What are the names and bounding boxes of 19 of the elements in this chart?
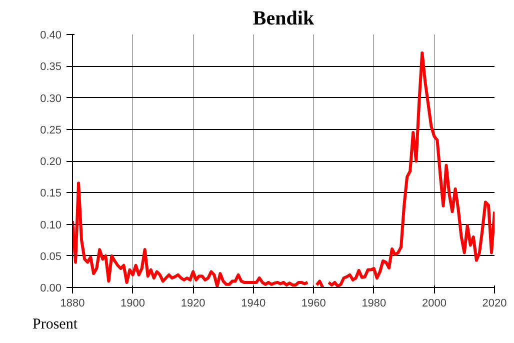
x-tick-label: 1980 — [362, 298, 386, 310]
y-tick-label: 0.05 — [40, 250, 62, 263]
x-tick-label: 1880 — [60, 298, 85, 310]
chart-title: Bendik — [252, 8, 315, 30]
y-tick-label: 0.25 — [40, 124, 62, 136]
x-tick-label: 2020 — [482, 298, 507, 310]
y-tick-label: 0.10 — [40, 219, 62, 232]
x-tick-label: 1940 — [241, 298, 266, 310]
text: Prosent — [32, 316, 78, 332]
x-tick-label: 2000 — [422, 298, 446, 310]
y-tick-label: 0.00 — [40, 282, 62, 294]
y-tick-label: 0.35 — [40, 61, 62, 74]
y-tick-label: 0.40 — [40, 30, 62, 42]
y-tick-label: 0.20 — [40, 156, 62, 168]
x-tick-label: 1920 — [180, 298, 206, 310]
x-tick-label: 1960 — [301, 298, 326, 310]
x-tick-label: 1900 — [120, 298, 146, 310]
y-tick-label: 0.30 — [40, 92, 62, 105]
y-tick-label: 0.15 — [40, 188, 62, 200]
